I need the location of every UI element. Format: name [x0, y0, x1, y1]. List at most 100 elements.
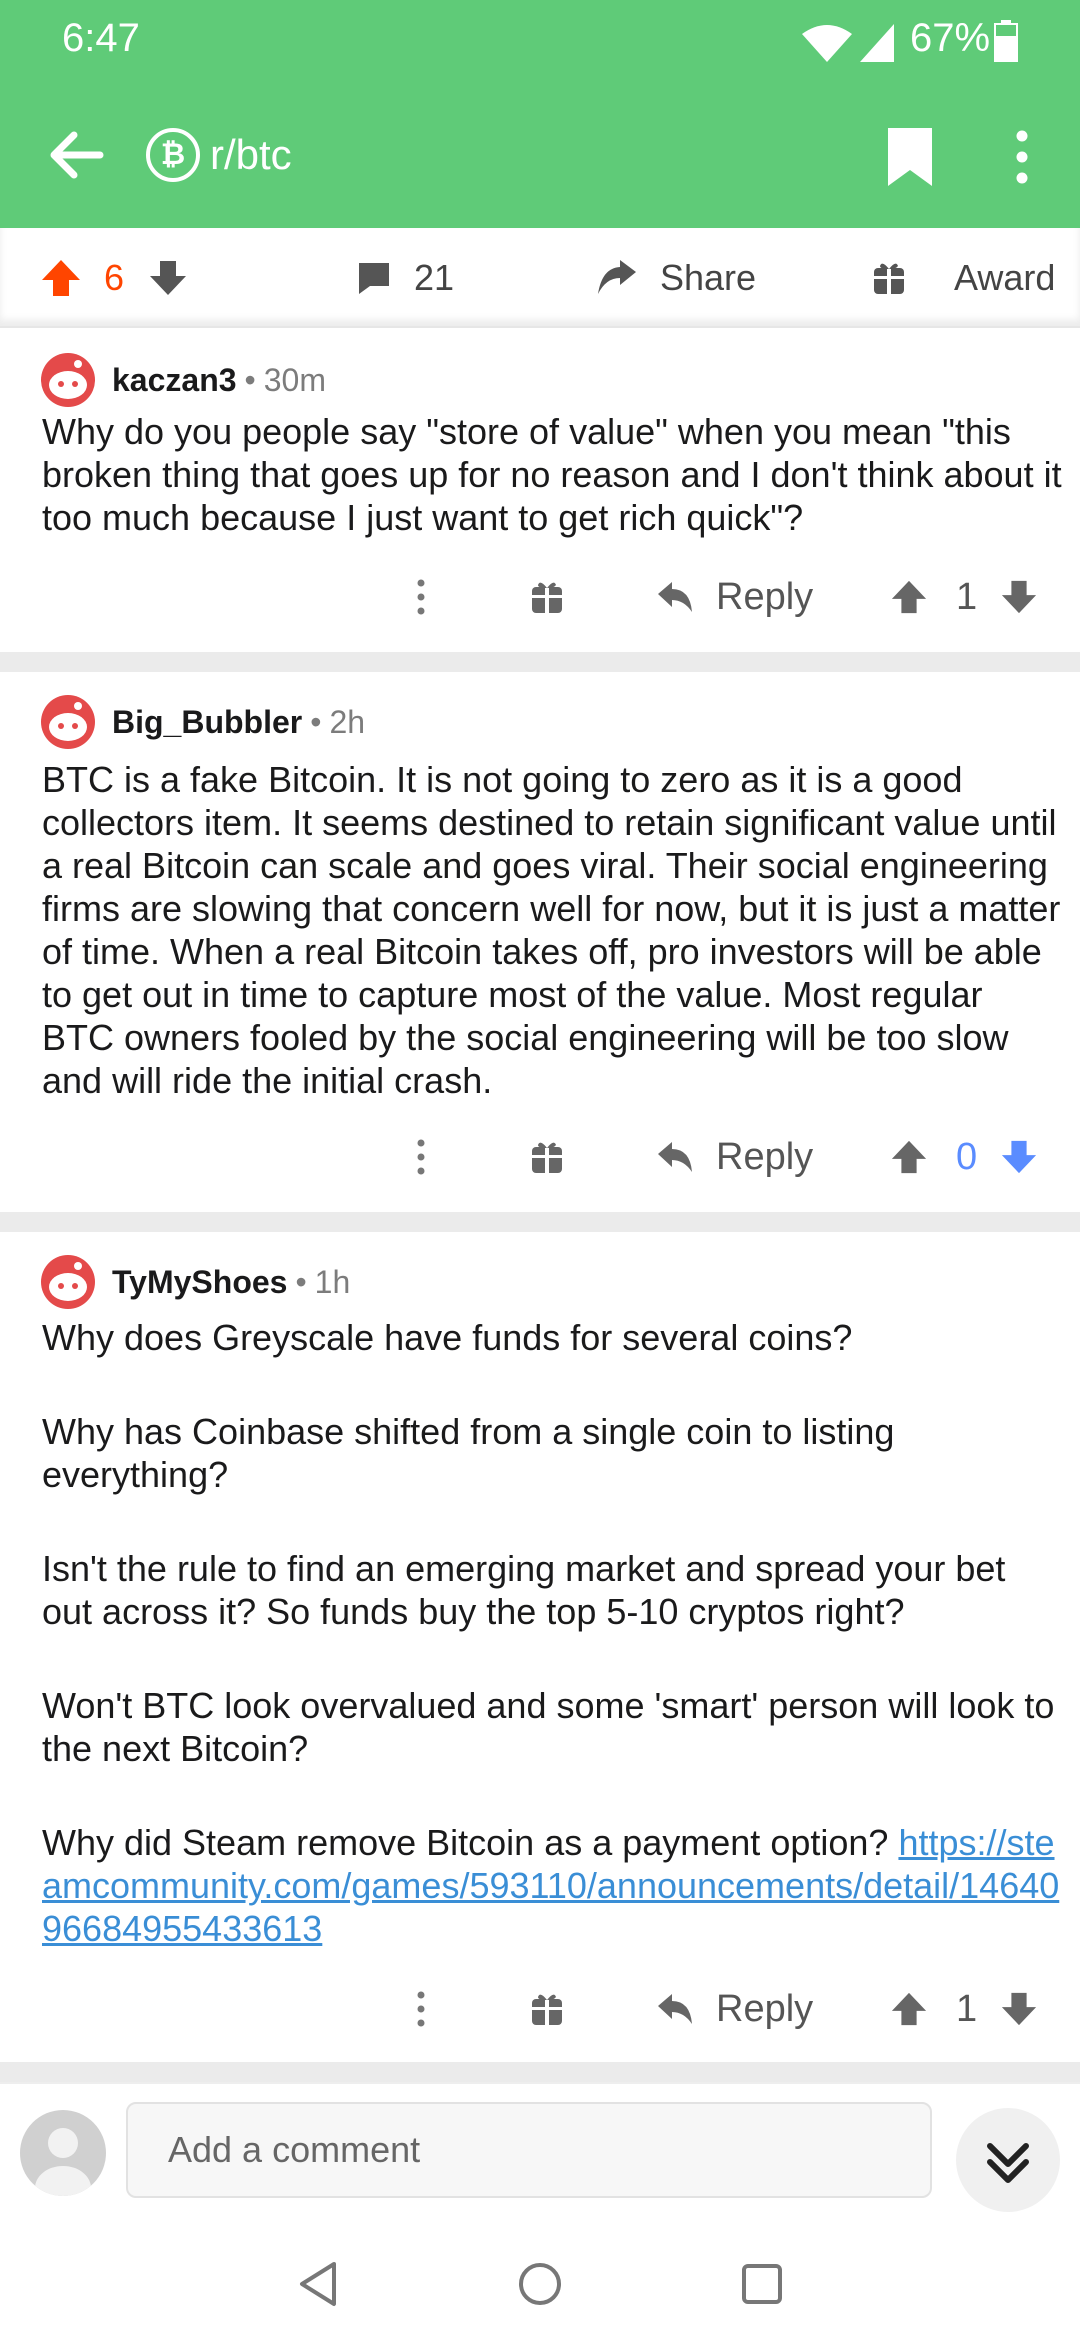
comment-downvote-button[interactable] [1000, 1122, 1038, 1192]
add-comment-input[interactable] [126, 2102, 932, 2198]
comment-author[interactable]: TyMyShoes [112, 1263, 288, 1300]
comment-paragraph: Isn't the rule to find an emerging marke… [42, 1548, 1006, 1632]
comment-header: Big_Bubbler • 2h [40, 694, 365, 750]
gift-icon [532, 582, 562, 613]
comment-actions: Reply 1 [0, 562, 1080, 632]
comment-upvote-button[interactable] [890, 1122, 928, 1192]
downvote-arrow-icon [1001, 1140, 1037, 1174]
battery-percent: 67% [910, 16, 991, 60]
upvote-arrow-icon [891, 1140, 927, 1174]
user-avatar[interactable] [20, 2110, 106, 2196]
double-chevron-down-icon [987, 2143, 1029, 2183]
comment-paragraph: Won't BTC look overvalued and some 'smar… [42, 1685, 1055, 1769]
more-vertical-icon [417, 1139, 425, 1175]
upvote-arrow-icon [42, 260, 80, 296]
post-downvote-button[interactable] [148, 228, 188, 328]
share-arrow-icon [598, 260, 636, 294]
comments-count: 21 [414, 257, 455, 298]
avatar[interactable] [40, 694, 96, 750]
comment-body: BTC is a fake Bitcoin. It is not going t… [42, 758, 1062, 1102]
comment-actions: Reply 1 [0, 1974, 1080, 2044]
system-nav-bar [0, 2222, 1080, 2340]
comment-more-button[interactable] [406, 562, 436, 632]
comment-award-button[interactable] [530, 1974, 564, 2044]
comment: TyMyShoes • 1h Why does Greyscale have f… [0, 1232, 1080, 2058]
comment-body: Why do you people say "store of value" w… [42, 410, 1062, 539]
reply-button[interactable]: Reply [656, 562, 813, 632]
gift-icon [532, 1994, 562, 2025]
reply-label: Reply [716, 575, 814, 618]
reply-arrow-icon [658, 1994, 692, 2024]
battery-icon [994, 20, 1018, 62]
comment-body: Why does Greyscale have funds for severa… [42, 1316, 1062, 1950]
comment-score: 0 [956, 1135, 978, 1178]
nav-recents-icon[interactable] [740, 2262, 784, 2306]
comment-time: 2h [329, 703, 366, 740]
comment-paragraph: BTC is a fake Bitcoin. It is not going t… [42, 759, 1061, 1101]
bookmark-icon[interactable] [880, 122, 940, 192]
comment-time: 30m [263, 361, 326, 398]
user-silhouette-icon [35, 2128, 91, 2196]
comment-award-button[interactable] [530, 1122, 564, 1192]
jump-down-button[interactable] [956, 2108, 1060, 2212]
comment-time: 1h [314, 1263, 351, 1300]
comment-divider [0, 652, 1080, 672]
comment-header: kaczan3 • 30m [40, 352, 326, 408]
post-comments-button[interactable]: 21 [356, 228, 454, 328]
comment-text: Why did Steam remove Bitcoin as a paymen… [42, 1822, 889, 1863]
comment-downvote-button[interactable] [1000, 562, 1038, 632]
share-button[interactable]: Share [596, 228, 756, 328]
avatar[interactable] [40, 352, 96, 408]
comment-paragraph: Why did Steam remove Bitcoin as a paymen… [42, 1821, 1062, 1950]
downvote-arrow-icon [1001, 580, 1037, 614]
reply-arrow-icon [658, 582, 692, 612]
award-label: Award [954, 257, 1056, 298]
status-time: 6:47 [62, 16, 140, 60]
comment-author[interactable]: Big_Bubbler [112, 703, 303, 740]
comment-upvote-button[interactable] [890, 1974, 928, 2044]
nav-home-icon[interactable] [516, 2260, 564, 2308]
status-bar: 6:47 67% [0, 0, 1080, 80]
gift-icon [874, 263, 904, 294]
post-upvote-button[interactable] [40, 228, 82, 328]
gift-icon [532, 1142, 562, 1173]
comment-score: 1 [956, 1987, 978, 2030]
separator-dot: • [244, 361, 256, 398]
bitcoin-icon: ₿ [160, 138, 186, 171]
avatar[interactable] [40, 1254, 96, 1310]
reply-arrow-icon [658, 1142, 692, 1172]
subreddit-icon[interactable]: ₿ [146, 128, 200, 182]
reply-button[interactable]: Reply [656, 1122, 813, 1192]
reply-label: Reply [716, 1987, 814, 2030]
comment-more-button[interactable] [406, 1974, 436, 2044]
share-label: Share [660, 257, 757, 298]
more-vertical-icon[interactable] [1000, 122, 1044, 192]
comment-paragraph: Why do you people say "store of value" w… [42, 411, 1062, 538]
comment-paragraph: Why has Coinbase shifted from a single c… [42, 1411, 895, 1495]
comment-author[interactable]: kaczan3 [112, 361, 237, 398]
comment-more-button[interactable] [406, 1122, 436, 1192]
upvote-arrow-icon [891, 580, 927, 614]
reply-button[interactable]: Reply [656, 1974, 813, 2044]
wifi-icon [802, 25, 852, 62]
signal-icon [860, 24, 894, 62]
comment: Big_Bubbler • 2h BTC is a fake Bitcoin. … [0, 672, 1080, 1212]
nav-back-icon[interactable] [296, 2260, 340, 2308]
comment-divider [0, 1212, 1080, 1232]
reply-label: Reply [716, 1135, 814, 1178]
award-button[interactable]: Award [872, 228, 1055, 328]
comment-actions: Reply 0 [0, 1122, 1080, 1192]
app-bar: 6:47 67% ₿ r/btc [0, 0, 1080, 228]
comment-link[interactable]: https://steamcommunity.com/games/593110/… [42, 1822, 1060, 1949]
subreddit-name[interactable]: r/btc [210, 131, 292, 178]
comment-header: TyMyShoes • 1h [40, 1254, 350, 1310]
comment-upvote-button[interactable] [890, 562, 928, 632]
comment-award-button[interactable] [530, 562, 564, 632]
separator-dot: • [295, 1263, 307, 1300]
back-arrow-icon[interactable] [40, 120, 110, 190]
separator-dot: • [310, 703, 322, 740]
comment-downvote-button[interactable] [1000, 1974, 1038, 2044]
comment-paragraph: Why does Greyscale have funds for severa… [42, 1317, 853, 1358]
post-action-bar: 6 21 Share Award [0, 228, 1080, 328]
upvote-arrow-icon [891, 1992, 927, 2026]
